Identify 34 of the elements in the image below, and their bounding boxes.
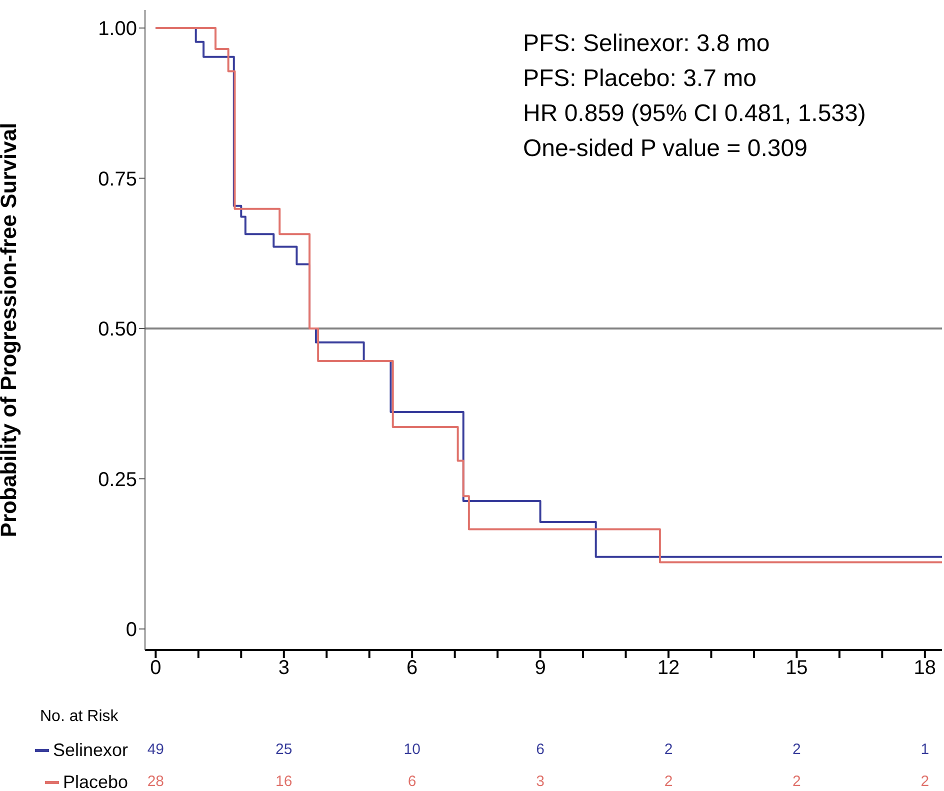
y-tick-label: 0 xyxy=(126,619,137,642)
text: 6 xyxy=(406,773,418,790)
y-tick-label: 0.75 xyxy=(98,168,137,190)
text: 2 xyxy=(663,741,674,758)
legend-label: Selinexor xyxy=(52,740,128,761)
y-axis-title: Probability of Progression-free Survival xyxy=(0,122,21,538)
y-tick-label: 0.50 xyxy=(98,318,137,341)
y-tick-label: 0.25 xyxy=(98,468,137,491)
x-tick-label: 6 xyxy=(406,657,418,680)
text: 2 xyxy=(792,741,802,758)
text: 6 xyxy=(535,741,546,758)
text: 2 xyxy=(663,773,674,790)
x-tick-label: 9 xyxy=(534,657,546,680)
x-tick-label: 18 xyxy=(914,657,936,680)
x-tick-label: 3 xyxy=(278,657,290,680)
text: 49 xyxy=(146,741,166,758)
annotation: PFS: Placebo: 3.7 mo xyxy=(523,64,758,94)
x-tick-label: 12 xyxy=(657,657,680,680)
text: 3 xyxy=(535,773,546,790)
text: 28 xyxy=(146,773,166,790)
text: 16 xyxy=(274,773,294,790)
x-tick-label: 15 xyxy=(786,657,808,680)
y-tick-label: 1.00 xyxy=(98,18,137,40)
legend-label: Placebo xyxy=(62,772,128,791)
annotation: HR 0.859 (95% CI 0.481, 1.533) xyxy=(523,99,866,129)
text: 1 xyxy=(920,741,930,758)
text: 25 xyxy=(274,741,294,758)
annotation: One-sided P value = 0.309 xyxy=(523,134,808,164)
text: 2 xyxy=(920,773,930,790)
x-tick-label: 0 xyxy=(150,657,162,680)
text: 2 xyxy=(792,773,802,790)
annotation: PFS: Selinexor: 3.8 mo xyxy=(523,29,771,59)
text: 10 xyxy=(402,741,422,758)
text: No. at Risk xyxy=(40,708,118,726)
